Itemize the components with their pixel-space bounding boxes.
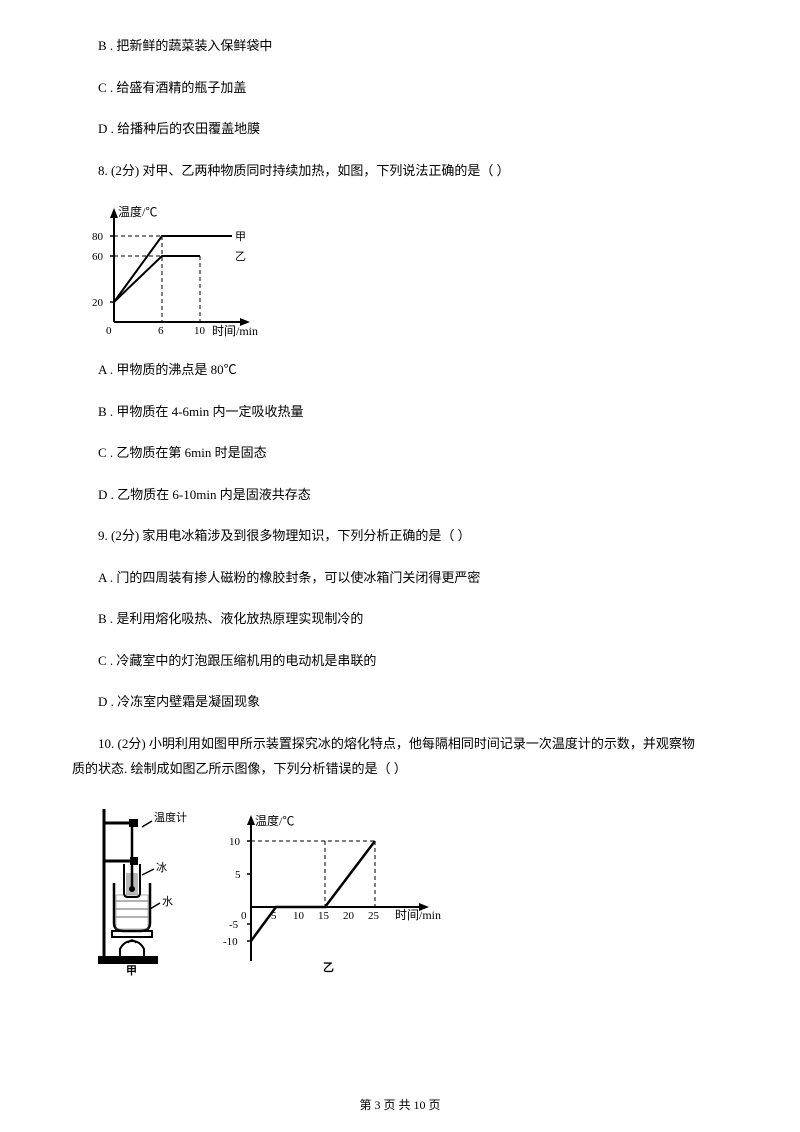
svg-text:0: 0: [106, 325, 112, 337]
option-8d: D . 乙物质在 6‑10min 内是固液共存态: [72, 485, 728, 505]
option-7b: B . 把新鲜的蔬菜装入保鲜袋中: [72, 36, 728, 56]
page-footer: 第 3 页 共 10 页: [0, 1096, 800, 1114]
svg-text:-5: -5: [229, 919, 239, 931]
label-water: 水: [162, 895, 173, 908]
label-ice: 冰: [156, 861, 167, 874]
option-8a: A . 甲物质的沸点是 80℃: [72, 360, 728, 380]
svg-text:时间/min: 时间/min: [212, 324, 258, 338]
svg-text:6: 6: [158, 325, 164, 337]
option-7c: C . 给盛有酒精的瓶子加盖: [72, 78, 728, 98]
q8-chart: 80 60 20 0 6 10 温度/℃ 时间/min 甲 乙: [86, 202, 728, 342]
option-9d: D . 冷冻室内壁霜是凝固现象: [72, 692, 728, 712]
svg-text:温度/℃: 温度/℃: [255, 813, 294, 828]
option-8c: C . 乙物质在第 6min 时是固态: [72, 443, 728, 463]
question-10-line1: 10. (2分) 小明利用如图甲所示装置探究冰的熔化特点，他每隔相同时间记录一次…: [72, 734, 728, 754]
svg-text:15: 15: [318, 910, 330, 922]
option-7d: D . 给播种后的农田覆盖地膜: [72, 119, 728, 139]
q10-chart: 10 5 0 -5 -10 5 10 15 20 25 温度/℃ 时间/min …: [217, 811, 447, 976]
option-9c: C . 冷藏室中的灯泡跟压缩机用的电动机是串联的: [72, 651, 728, 671]
svg-text:60: 60: [92, 251, 104, 263]
svg-text:10: 10: [194, 325, 206, 337]
svg-text:甲: 甲: [235, 231, 246, 243]
svg-text:温度/℃: 温度/℃: [118, 204, 157, 219]
option-9a: A . 门的四周装有掺人磁粉的橡胶封条，可以使冰箱门关闭得更严密: [72, 568, 728, 588]
svg-text:20: 20: [92, 297, 104, 309]
question-9: 9. (2分) 家用电冰箱涉及到很多物理知识，下列分析正确的是（ ）: [72, 526, 728, 546]
svg-text:25: 25: [368, 910, 380, 922]
apparatus-diagram: 温度计 冰 水 甲: [90, 801, 195, 976]
svg-text:10: 10: [293, 910, 305, 922]
svg-text:0: 0: [241, 910, 247, 922]
label-apparatus-name: 甲: [126, 964, 137, 976]
question-8: 8. (2分) 对甲、乙两种物质同时持续加热，如图，下列说法正确的是（ ）: [72, 161, 728, 181]
svg-text:时间/min: 时间/min: [395, 908, 441, 922]
label-thermometer: 温度计: [154, 810, 187, 824]
question-10-line2: 质的状态. 绘制成如图乙所示图像，下列分析错误的是（ ）: [72, 759, 728, 779]
label-chart-name: 乙: [323, 961, 334, 974]
svg-text:10: 10: [229, 836, 241, 848]
svg-text:5: 5: [235, 869, 241, 881]
svg-text:乙: 乙: [235, 250, 246, 263]
option-8b: B . 甲物质在 4‑6min 内一定吸收热量: [72, 402, 728, 422]
svg-text:20: 20: [343, 910, 355, 922]
q10-figures: 温度计 冰 水 甲 10 5 0 -5 -10 5 10 15 20 2: [90, 801, 728, 976]
svg-text:80: 80: [92, 231, 104, 243]
svg-text:-10: -10: [223, 936, 238, 948]
option-9b: B . 是利用熔化吸热、液化放热原理实现制冷的: [72, 609, 728, 629]
